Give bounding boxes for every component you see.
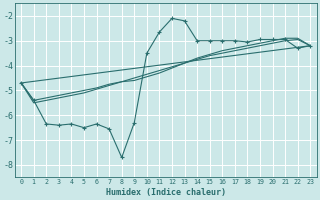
X-axis label: Humidex (Indice chaleur): Humidex (Indice chaleur) xyxy=(106,188,226,197)
